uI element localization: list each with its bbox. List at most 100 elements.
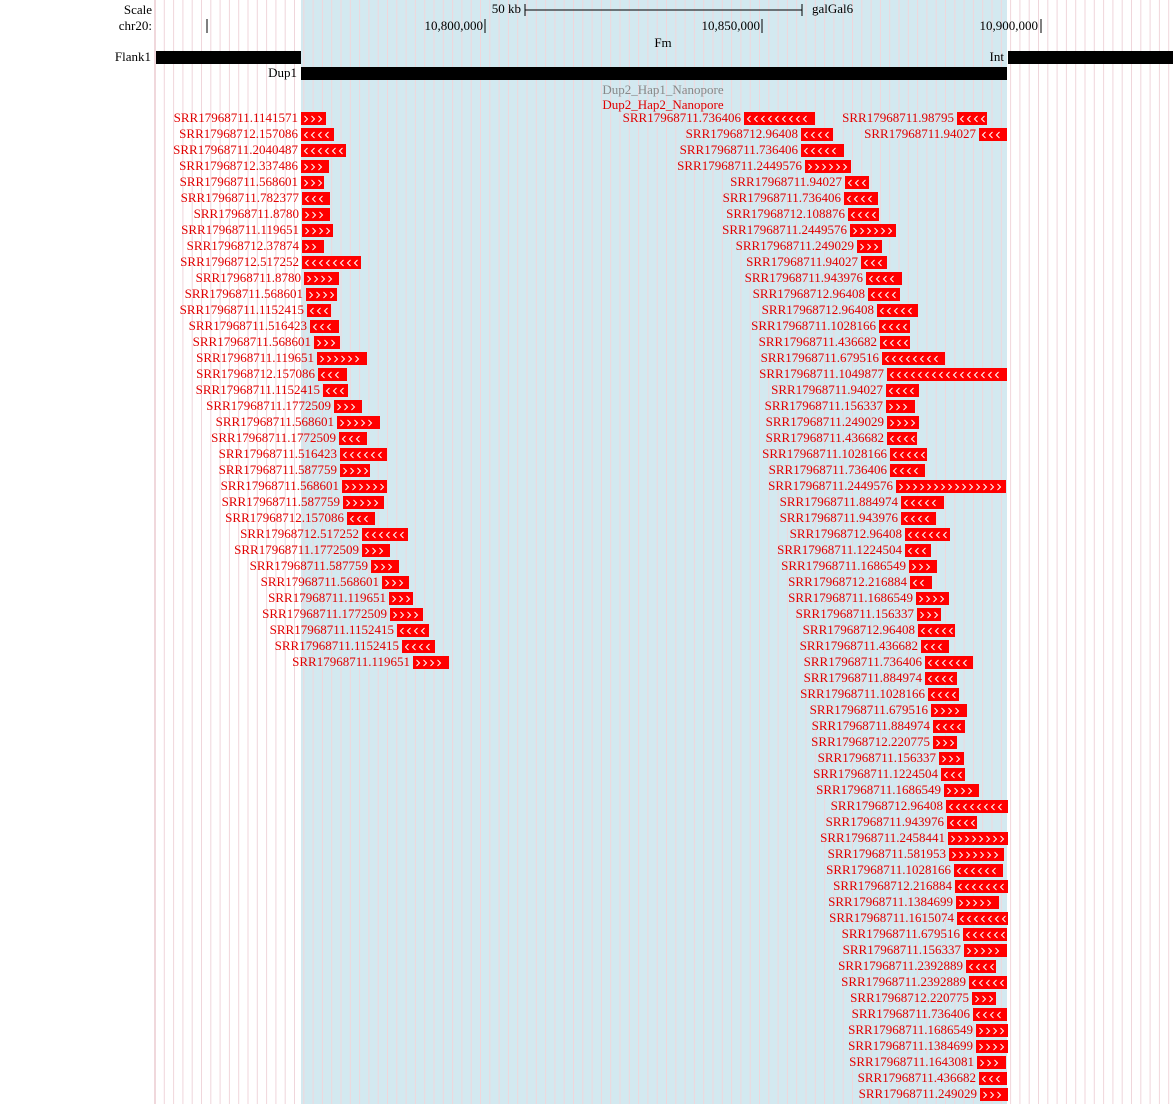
strand-chevron (822, 163, 827, 171)
strand-chevron (311, 115, 316, 123)
strand-chevron (864, 211, 869, 219)
strand-chevron (875, 275, 880, 283)
strand-chevron (323, 307, 328, 315)
strand-chevron (993, 1043, 998, 1051)
strand-chevron (746, 115, 751, 123)
strand-chevron (360, 499, 365, 507)
strand-chevron (920, 611, 925, 619)
strand-chevron (935, 531, 940, 539)
strand-chevron (988, 1075, 993, 1083)
strand-chevron (367, 499, 372, 507)
read-bar (340, 464, 370, 477)
strand-chevron (323, 291, 328, 299)
read: SRR17968711.2449576 (677, 158, 851, 173)
strand-chevron (985, 883, 990, 891)
read: SRR17968711.1772509 (211, 430, 367, 445)
strand-chevron (857, 211, 862, 219)
strand-chevron (425, 643, 430, 651)
strand-chevron (393, 611, 398, 619)
read: SRR17968712.220775 (850, 990, 996, 1005)
read-label: SRR17968711.679516 (842, 926, 961, 941)
read: SRR17968711.156337 (765, 398, 915, 413)
strand-chevron (815, 163, 820, 171)
read-label: SRR17968711.1772509 (234, 542, 359, 557)
strand-chevron (948, 803, 953, 811)
read-label: SRR17968711.2392889 (838, 958, 963, 973)
strand-chevron (767, 115, 772, 123)
read: SRR17968711.568601 (216, 414, 380, 429)
read: SRR17968711.119651 (268, 590, 413, 605)
strand-chevron (404, 643, 409, 651)
read-label: SRR17968712.216884 (833, 878, 952, 893)
strand-chevron (877, 291, 882, 299)
read-bar (887, 416, 919, 429)
strand-chevron (338, 147, 343, 155)
read-label: SRR17968711.436682 (858, 1070, 976, 1085)
tick-label: 10,900,000 (980, 18, 1039, 33)
read: SRR17968711.736406 (852, 1006, 1007, 1021)
read-bar (317, 352, 367, 365)
read-label: SRR17968711.884974 (804, 670, 923, 685)
strand-chevron (980, 115, 985, 123)
scale-label: Scale (124, 2, 152, 17)
read-label: SRR17968711.249029 (766, 414, 884, 429)
read-bar (957, 112, 987, 125)
strand-chevron (934, 627, 939, 635)
strand-chevron (374, 563, 379, 571)
strand-chevron (959, 899, 964, 907)
strand-chevron (349, 451, 354, 459)
strand-chevron (912, 563, 917, 571)
strand-chevron (847, 179, 852, 187)
strand-chevron (990, 483, 995, 491)
strand-chevron (354, 419, 359, 427)
strand-chevron (1000, 1043, 1005, 1051)
strand-chevron (368, 419, 373, 427)
strand-chevron (997, 1091, 1002, 1099)
read-bar (302, 192, 330, 205)
strand-chevron (307, 275, 312, 283)
strand-chevron (955, 803, 960, 811)
strand-chevron (310, 131, 315, 139)
strand-chevron (966, 115, 971, 123)
strand-chevron (910, 515, 915, 523)
strand-chevron (309, 291, 314, 299)
read-label: SRR17968712.96408 (803, 622, 915, 637)
read-label: SRR17968711.1643081 (849, 1054, 974, 1069)
read-label: SRR17968711.736406 (852, 1006, 971, 1021)
read: SRR17968711.1028166 (826, 862, 1003, 877)
read: SRR17968711.587759 (222, 494, 384, 509)
read-label: SRR17968712.96408 (762, 302, 874, 317)
strand-chevron (992, 979, 997, 987)
read-label: SRR17968711.581953 (828, 846, 946, 861)
read-bar (946, 800, 1008, 813)
read-label: SRR17968712.220775 (811, 734, 930, 749)
strand-chevron (984, 867, 989, 875)
strand-chevron (948, 675, 953, 683)
strand-chevron (392, 579, 397, 587)
strand-chevron (906, 451, 911, 459)
strand-chevron (392, 595, 397, 603)
strand-chevron (992, 883, 997, 891)
read-label: SRR17968711.2449576 (677, 158, 802, 173)
strand-chevron (972, 931, 977, 939)
strand-chevron (364, 467, 369, 475)
read-bar (302, 256, 361, 269)
strand-chevron (899, 451, 904, 459)
strand-chevron (948, 659, 953, 667)
strand-chevron (312, 323, 317, 331)
read-bar (371, 560, 399, 573)
strand-chevron (987, 1059, 992, 1067)
strand-chevron (318, 195, 323, 203)
strand-chevron (332, 259, 337, 267)
strand-chevron (955, 659, 960, 667)
read: SRR17968711.736406 (680, 142, 844, 157)
strand-chevron (964, 883, 969, 891)
read-label: SRR17968711.516423 (219, 446, 337, 461)
strand-chevron (1001, 915, 1006, 923)
read: SRR17968711.943976 (826, 814, 977, 829)
read: SRR17968711.1152415 (275, 638, 435, 653)
strand-chevron (962, 659, 967, 667)
read-label: SRR17968711.587759 (250, 558, 368, 573)
strand-chevron (938, 371, 943, 379)
